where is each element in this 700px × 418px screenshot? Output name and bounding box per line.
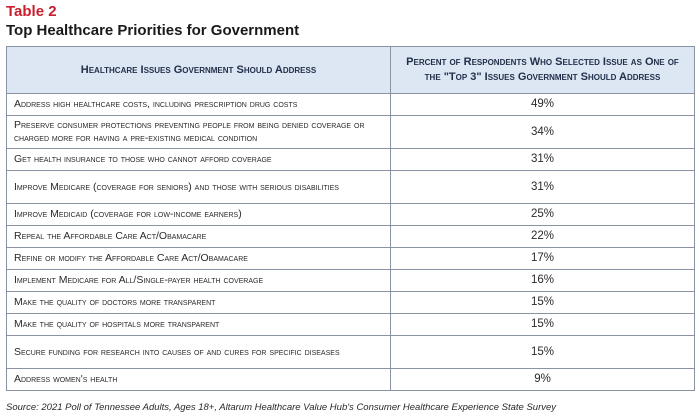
percent-cell: 15% <box>390 291 695 314</box>
table-row: Refine or modify the Affordable Care Act… <box>6 247 695 270</box>
table-row: Address women's health 9% <box>6 368 695 391</box>
table-row: Make the quality of doctors more transpa… <box>6 291 695 314</box>
issue-cell: Improve Medicare (coverage for seniors) … <box>6 170 391 204</box>
table-row: Make the quality of hospitals more trans… <box>6 313 695 336</box>
table-row: Improve Medicaid (coverage for low-incom… <box>6 203 695 226</box>
issue-cell: Preserve consumer protections preventing… <box>6 115 391 149</box>
percent-cell: 9% <box>390 368 695 391</box>
issue-cell: Make the quality of doctors more transpa… <box>6 291 391 314</box>
percent-cell: 25% <box>390 203 695 226</box>
source-note: Source: 2021 Poll of Tennessee Adults, A… <box>6 402 557 413</box>
issue-cell: Improve Medicaid (coverage for low-incom… <box>6 203 391 226</box>
percent-cell: 15% <box>390 335 695 369</box>
table-title: Top Healthcare Priorities for Government <box>6 22 300 39</box>
priorities-table: Healthcare Issues Government Should Addr… <box>6 46 695 391</box>
issue-cell: Implement Medicare for All/Single-payer … <box>6 269 391 292</box>
percent-cell: 15% <box>390 313 695 336</box>
percent-cell: 16% <box>390 269 695 292</box>
header-issues: Healthcare Issues Government Should Addr… <box>6 46 391 94</box>
table-row: Get health insurance to those who cannot… <box>6 148 695 171</box>
table-row: Secure funding for research into causes … <box>6 335 695 369</box>
percent-cell: 49% <box>390 93 695 116</box>
table-header-row: Healthcare Issues Government Should Addr… <box>6 46 695 94</box>
table-label: Table 2 <box>6 3 57 20</box>
header-percent: Percent of Respondents Who Selected Issu… <box>390 46 695 94</box>
table-row: Improve Medicare (coverage for seniors) … <box>6 170 695 204</box>
issue-cell: Get health insurance to those who cannot… <box>6 148 391 171</box>
percent-cell: 17% <box>390 247 695 270</box>
issue-cell: Address women's health <box>6 368 391 391</box>
table-row: Repeal the Affordable Care Act/Obamacare… <box>6 225 695 248</box>
issue-cell: Refine or modify the Affordable Care Act… <box>6 247 391 270</box>
issue-cell: Repeal the Affordable Care Act/Obamacare <box>6 225 391 248</box>
issue-cell: Secure funding for research into causes … <box>6 335 391 369</box>
issue-cell: Address high healthcare costs, including… <box>6 93 391 116</box>
table-body: Address high healthcare costs, including… <box>6 93 695 391</box>
percent-cell: 31% <box>390 148 695 171</box>
issue-cell: Make the quality of hospitals more trans… <box>6 313 391 336</box>
percent-cell: 31% <box>390 170 695 204</box>
percent-cell: 22% <box>390 225 695 248</box>
percent-cell: 34% <box>390 115 695 149</box>
table-row: Implement Medicare for All/Single-payer … <box>6 269 695 292</box>
table-row: Address high healthcare costs, including… <box>6 93 695 116</box>
table-row: Preserve consumer protections preventing… <box>6 115 695 149</box>
